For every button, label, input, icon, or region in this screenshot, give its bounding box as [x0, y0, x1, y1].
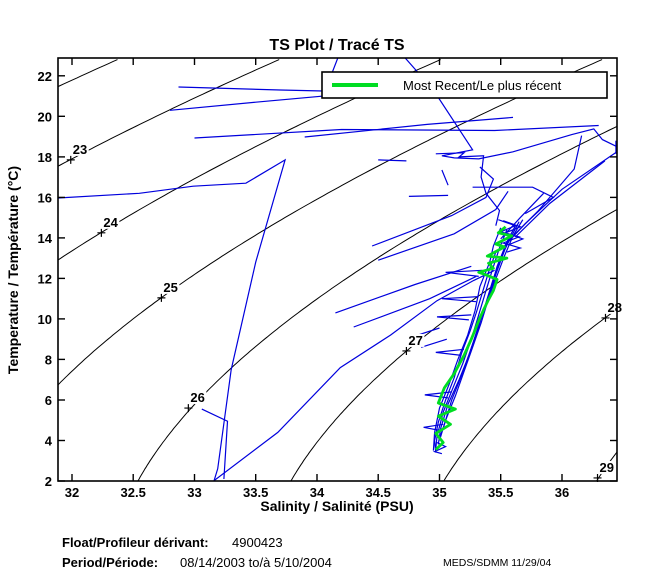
y-tick-label: 22 [38, 69, 52, 84]
profile-line-21 [441, 169, 449, 186]
axis-tick-labels: 32 32.5 33 33.5 34 34.5 35 35.5 3624681012141618… [38, 69, 570, 500]
y-tick-label: 14 [38, 231, 53, 246]
contour-label-28: 28 [607, 300, 621, 315]
profile-line-31 [436, 314, 472, 321]
y-tick-label: 10 [38, 312, 52, 327]
float-id-value: 4900423 [232, 535, 283, 550]
profile-line-34 [423, 423, 444, 431]
profile-line-6 [304, 116, 514, 138]
contour-label-marker-25 [157, 293, 166, 302]
profile-line-19 [353, 275, 477, 328]
chart-title: TS Plot / Tracé TS [269, 37, 404, 54]
profile-line-32 [435, 348, 465, 356]
x-tick-label: 34.5 [366, 485, 391, 500]
profile-line-1 [213, 269, 495, 481]
contour-label-23: 23 [73, 142, 87, 157]
contour-label-bg-24 [102, 215, 120, 229]
period-value: 08/14/2003 to/à 5/10/2004 [180, 555, 332, 570]
sigma-t-contour-23 [58, 59, 280, 167]
profile-line-2 [201, 408, 229, 480]
y-tick-label: 8 [45, 352, 52, 367]
plot-border [57, 57, 618, 482]
contour-label-25: 25 [163, 280, 177, 295]
legend-label: Most Recent/Le plus récent [403, 78, 562, 93]
y-tick-label: 6 [45, 393, 52, 408]
sigma-t-contour-22 [58, 59, 118, 88]
contour-label-marker-27 [402, 346, 411, 355]
sigma-t-contour-26 [137, 125, 617, 481]
most-recent-profile [434, 225, 514, 451]
x-tick-label: 34 [310, 485, 325, 500]
contour-label-marker-26 [184, 404, 193, 413]
contour-label-bg-29 [598, 460, 616, 474]
profile-line-11 [507, 135, 583, 242]
contour-label-24: 24 [103, 215, 118, 230]
profile-line-38 [498, 219, 523, 253]
profile-line-7 [404, 58, 617, 160]
profile-line-20 [378, 159, 407, 162]
x-tick-label: 35.5 [488, 485, 513, 500]
float-id-label: Float/Profileur dérivant: [62, 535, 209, 550]
credit-text: MEDS/SDMM 11/29/04 [443, 557, 552, 569]
y-axis-label: Temperature / Température (°C) [5, 166, 21, 374]
profile-line-27 [433, 251, 497, 453]
x-tick-label: 32.5 [121, 485, 146, 500]
x-axis-label: Salinity / Salinité (PSU) [260, 498, 413, 514]
period-label: Period/Période: [62, 555, 158, 570]
contour-label-26: 26 [190, 390, 204, 405]
profile-line-13 [472, 186, 555, 215]
profile-line-29 [445, 269, 483, 277]
contour-label-marker-28 [601, 313, 610, 322]
profile-line-37 [420, 338, 447, 348]
sigma-t-contour-27 [290, 208, 617, 481]
legend: Most Recent/Le plus récent [321, 71, 608, 99]
profile-line-39 [502, 220, 525, 246]
profile-line-17 [378, 190, 509, 261]
contour-label-bg-27 [407, 333, 425, 347]
profile-line-30 [441, 296, 479, 303]
contour-label-bg-26 [189, 391, 207, 405]
contour-label-marker-23 [66, 155, 75, 164]
contour-labels: 23 24 25 26 27 28 29 [66, 142, 624, 482]
profile-line-0 [58, 158, 287, 481]
y-tick-label: 4 [45, 434, 53, 449]
contour-label-bg-28 [606, 300, 624, 314]
x-tick-label: 33 [187, 485, 201, 500]
y-tick-label: 12 [38, 271, 52, 286]
contour-label-bg-23 [71, 142, 89, 156]
y-tick-label: 16 [38, 190, 52, 205]
profile-line-5 [194, 124, 599, 139]
x-tick-label: 32 [65, 485, 79, 500]
profile-line-10 [514, 160, 606, 238]
axis-ticks [58, 58, 617, 482]
contour-label-marker-24 [97, 228, 106, 237]
y-tick-label: 2 [45, 474, 52, 489]
most-recent-line [434, 225, 514, 451]
profile-line-16 [371, 166, 495, 247]
contour-label-29: 29 [600, 460, 614, 475]
x-tick-label: 35 [432, 485, 446, 500]
x-tick-label: 36 [555, 485, 569, 500]
profile-line-14 [408, 194, 449, 197]
y-tick-label: 20 [38, 109, 52, 124]
float-annotations: Float/Profileur dérivant: 4900423 Period… [62, 535, 552, 570]
contour-label-bg-25 [162, 280, 180, 294]
y-tick-label: 18 [38, 150, 52, 165]
x-tick-label: 33.5 [243, 485, 268, 500]
contour-label-27: 27 [408, 333, 422, 348]
